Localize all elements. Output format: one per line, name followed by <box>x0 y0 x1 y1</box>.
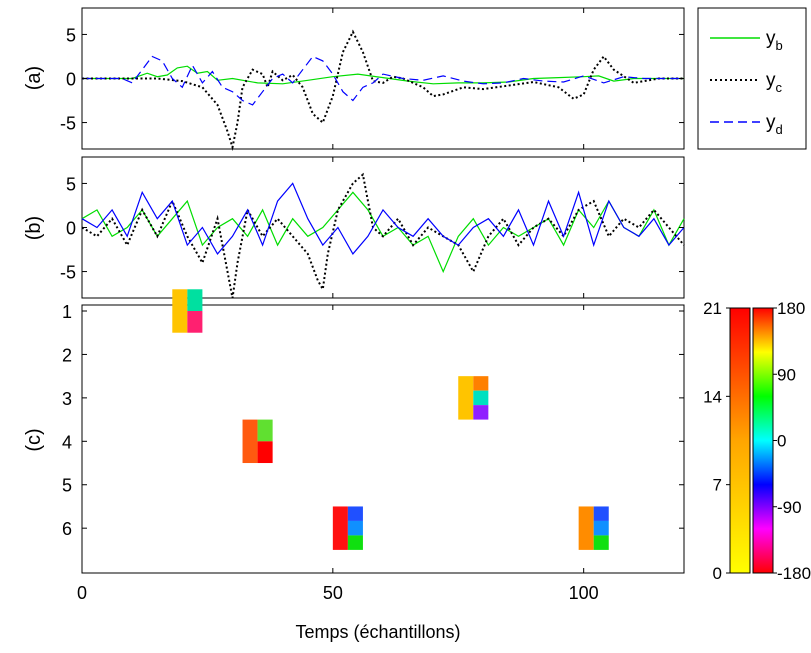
panel-b-frame <box>81 156 685 299</box>
heatmap-cell <box>332 506 348 550</box>
panel-a-lines <box>82 29 684 152</box>
panel-c-xtick-label: 100 <box>569 583 599 603</box>
panel-b-series-yc <box>81 172 685 299</box>
panel-c-ytick-label: 5 <box>62 476 72 496</box>
colorbar-left-tick-label: 21 <box>703 299 722 318</box>
panel-a-ytick-label: -5 <box>60 114 76 134</box>
heatmap-cell <box>458 376 474 420</box>
panel-a-series-yb <box>82 65 684 85</box>
panel-b-ticks: -5 0 5 <box>60 157 684 298</box>
heatmap-cell <box>187 289 203 311</box>
panel-b-ytick-label: 0 <box>66 219 76 239</box>
heatmap-cell <box>347 506 363 521</box>
legend-label-yb: yb <box>766 28 783 53</box>
colorbar-left-tick-label: 14 <box>703 387 722 406</box>
legend-label-yc: yc <box>766 70 783 95</box>
legend: yb yc yd <box>697 7 807 150</box>
heatmap-cell <box>242 419 258 464</box>
colorbar-left-tick-label: 7 <box>713 476 722 495</box>
heatmap-cell <box>593 535 609 550</box>
heatmap-cell <box>473 405 489 420</box>
panel-a-ticks: -5 0 5 <box>60 8 684 149</box>
heatmap-cell <box>473 376 489 391</box>
panel-a-ytick-label: 5 <box>66 25 76 45</box>
colorbar-ticks: 0 7 14 21 -180 -90 0 90 180 <box>703 299 811 583</box>
x-axis-label: Temps (échantillons) <box>295 622 460 642</box>
colorbar-right-tick-label: 90 <box>777 365 796 384</box>
heatmap-cell <box>257 441 273 464</box>
panel-c-ytick-label: 2 <box>62 345 72 365</box>
panel-a-frame <box>81 7 685 150</box>
colorbar: 0 7 14 21 -180 -90 0 90 180 <box>703 299 811 583</box>
heatmap-cell <box>187 311 203 333</box>
panel-b: -5 0 5 (b) <box>23 156 685 299</box>
panel-a: -5 0 5 (a) <box>23 7 685 152</box>
heatmap-cell <box>347 535 363 550</box>
panel-b-ytick-label: -5 <box>60 263 76 283</box>
legend-frame <box>697 7 807 150</box>
heatmap-cell <box>593 520 609 536</box>
panel-a-ytick-label: 0 <box>66 70 76 90</box>
panel-c: 1 2 3 4 5 6 0 50 100 (c) Temps (échantillons) <box>23 289 685 642</box>
panel-b-series-yd <box>81 182 685 255</box>
colorbar-right-tick-label: -90 <box>777 498 802 517</box>
panel-a-label: (a) <box>23 66 45 90</box>
panel-a-series-yd <box>82 55 684 106</box>
heatmap-cell <box>172 289 188 333</box>
colorbar-left <box>729 307 751 574</box>
panel-c-ytick-label: 3 <box>62 389 72 409</box>
panel-b-label: (b) <box>23 216 45 240</box>
panel-c-cells <box>172 289 609 550</box>
heatmap-cell <box>473 390 489 406</box>
colorbar-left-tick-label: 0 <box>713 564 722 583</box>
panel-c-ticks: 1 2 3 4 5 6 0 50 100 <box>62 302 684 603</box>
heatmap-cell <box>257 419 273 442</box>
colorbar-right-tick-label: 180 <box>777 299 805 318</box>
panel-c-xtick-label: 0 <box>77 583 87 603</box>
colorbar-right <box>752 307 774 574</box>
panel-c-ytick-label: 6 <box>62 519 72 539</box>
colorbar-right-tick-label: -180 <box>777 564 811 583</box>
panel-a-series-yc <box>82 29 684 152</box>
panel-b-ytick-label: 5 <box>66 174 76 194</box>
panel-c-label: (c) <box>23 428 45 451</box>
panel-b-lines <box>81 172 685 299</box>
panel-c-ytick-label: 1 <box>62 302 72 322</box>
legend-label-yd: yd <box>766 112 783 137</box>
panel-c-ytick-label: 4 <box>62 432 72 452</box>
heatmap-cell <box>578 506 594 550</box>
heatmap-cell <box>593 506 609 521</box>
colorbar-right-tick-label: 0 <box>777 432 786 451</box>
heatmap-cell <box>347 520 363 536</box>
panel-c-xtick-label: 50 <box>323 583 343 603</box>
